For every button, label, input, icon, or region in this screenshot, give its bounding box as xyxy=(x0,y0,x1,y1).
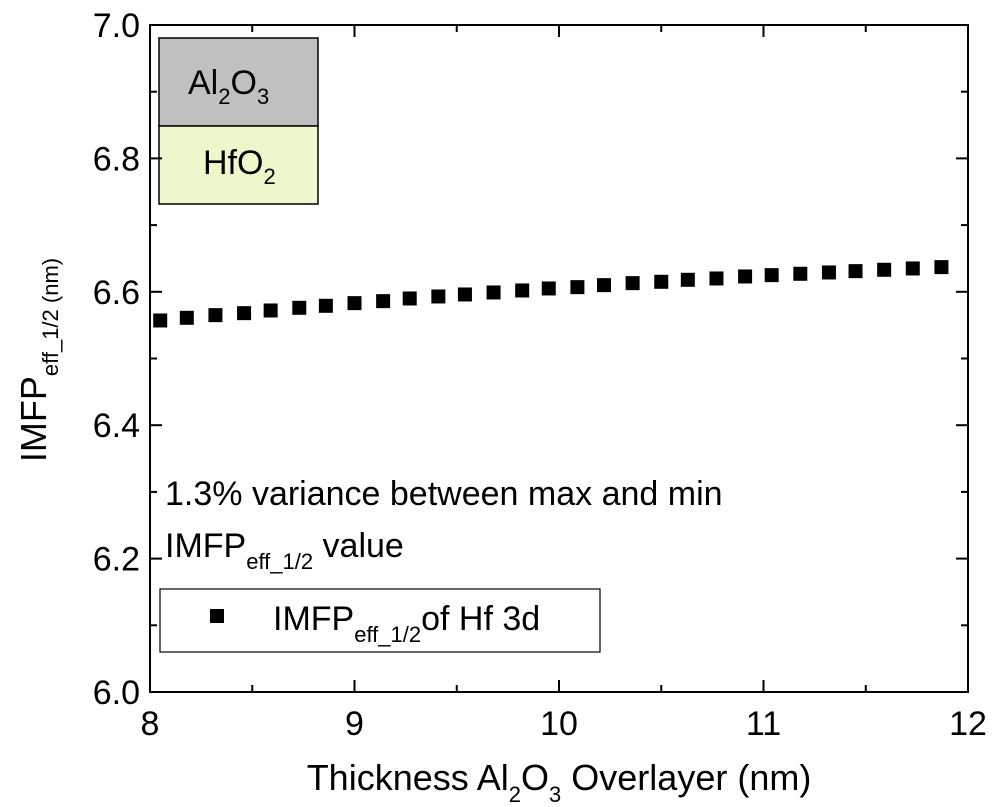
y-tick-label: 6.0 xyxy=(93,674,140,712)
data-point xyxy=(877,262,892,277)
data-point xyxy=(738,269,753,284)
layer-stack-inset: Al2O3 HfO2 xyxy=(158,37,319,205)
data-point xyxy=(848,264,863,279)
x-tick-label: 8 xyxy=(141,705,160,743)
data-point xyxy=(596,278,611,293)
data-point xyxy=(318,298,333,313)
data-point xyxy=(208,308,223,323)
data-point xyxy=(431,289,446,304)
data-point xyxy=(821,265,836,280)
legend-marker xyxy=(210,609,224,623)
data-point xyxy=(709,271,724,286)
hfo2-layer-label: HfO2 xyxy=(203,144,276,189)
variance-annotation-line1: 1.3% variance between max and min xyxy=(165,475,723,513)
data-point xyxy=(793,266,808,281)
y-tick-label: 7.0 xyxy=(93,7,140,45)
data-point xyxy=(654,274,669,289)
legend: IMFPeff_1/2of Hf 3d xyxy=(159,588,601,653)
data-point xyxy=(179,310,194,325)
data-point xyxy=(237,306,252,321)
data-point xyxy=(570,280,585,295)
x-tick-label: 10 xyxy=(540,705,578,743)
data-point xyxy=(625,276,640,291)
data-point xyxy=(457,287,472,302)
data-point xyxy=(292,300,307,315)
y-tick-label: 6.2 xyxy=(93,541,140,579)
data-point xyxy=(905,261,920,276)
data-point xyxy=(764,268,779,283)
data-point xyxy=(934,260,949,275)
legend-box xyxy=(159,588,601,653)
x-axis-title: Thickness Al2O3 Overlayer (nm) xyxy=(307,757,812,807)
y-axis-title: IMFPeff_1/2 (nm) xyxy=(13,258,63,462)
y-tick-label: 6.8 xyxy=(93,140,140,178)
data-point xyxy=(347,296,362,311)
variance-annotation-line2: IMFPeff_1/2 value xyxy=(165,527,404,574)
data-point xyxy=(486,285,501,300)
y-tick-label: 6.4 xyxy=(93,407,140,445)
data-point xyxy=(376,294,391,309)
x-tick-label: 11 xyxy=(746,705,781,743)
data-point xyxy=(263,303,278,318)
y-tick-label: 6.6 xyxy=(93,274,140,312)
data-points xyxy=(153,260,949,328)
x-tick-label: 12 xyxy=(949,705,987,743)
data-point xyxy=(153,313,168,328)
al2o3-layer-label: Al2O3 xyxy=(188,64,269,109)
tick-labels: 8 9 10 11 12 6.0 6.2 6.4 6.6 6.8 7.0 xyxy=(93,7,987,743)
axis-ticks xyxy=(149,24,969,693)
data-point xyxy=(541,281,556,296)
data-point xyxy=(680,272,695,287)
x-tick-label: 9 xyxy=(345,705,364,743)
data-point xyxy=(402,291,417,306)
data-point xyxy=(515,283,530,298)
al2o3-layer xyxy=(158,37,319,127)
hfo2-layer xyxy=(158,125,319,205)
legend-label: IMFPeff_1/2of Hf 3d xyxy=(273,600,540,647)
